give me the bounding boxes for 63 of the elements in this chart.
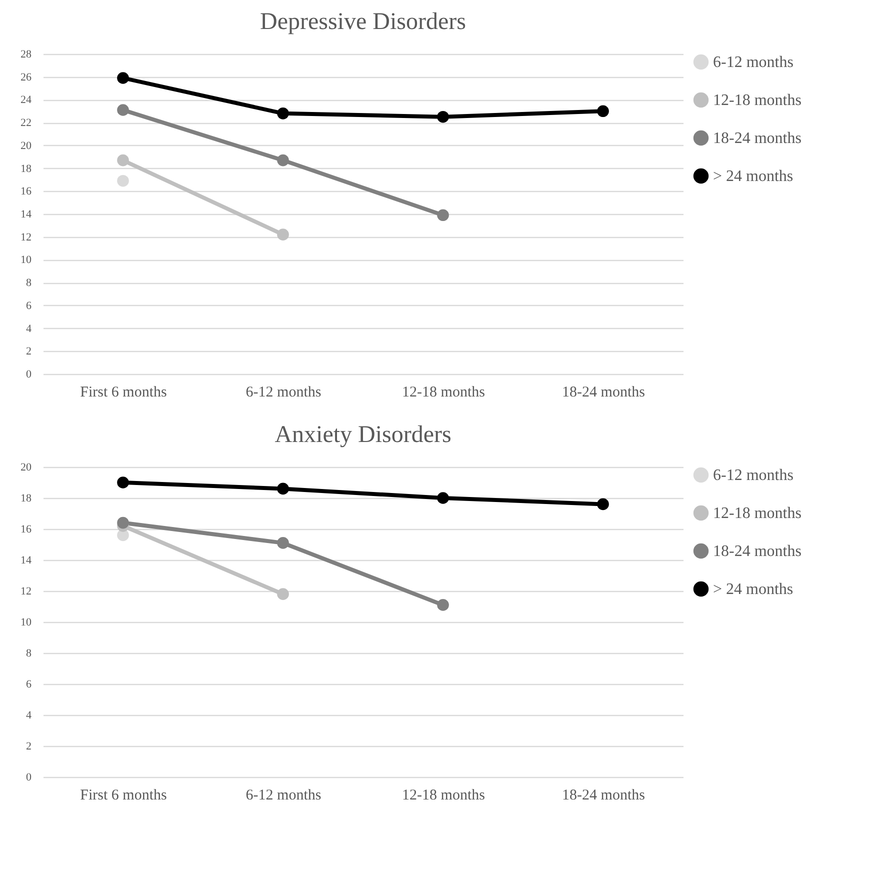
y-tick-label: 18 (20, 492, 32, 504)
point (437, 110, 449, 123)
y-tick-label: 20 (20, 462, 32, 474)
legend-label: 18-24 months (713, 130, 802, 147)
point (277, 482, 289, 495)
y-tick-label: 0 (26, 368, 32, 380)
legend-label: > 24 months (713, 581, 794, 598)
point (117, 476, 129, 488)
x-tick-label: 18-24 months (562, 788, 646, 804)
y-tick-label: 4 (26, 322, 32, 335)
point (437, 492, 449, 504)
y-tick-label: 8 (26, 277, 32, 290)
y-tick-label: 28 (20, 48, 32, 60)
point (117, 529, 129, 542)
x-tick-label: First 6 months (80, 384, 167, 400)
x-tick-label: 12-18 months (402, 384, 486, 400)
chart-title: Depressive Disorders (260, 9, 466, 35)
y-tick-label: 10 (20, 254, 32, 266)
y-tick-label: 2 (26, 346, 32, 358)
legend-label: 6-12 months (713, 54, 794, 71)
point (277, 108, 289, 120)
y-tick-label: 24 (20, 94, 32, 106)
x-tick-label: 18-24 months (562, 384, 646, 400)
point (277, 588, 289, 600)
y-tick-label: 10 (20, 616, 32, 628)
y-tick-label: 2 (26, 740, 32, 752)
point (117, 104, 129, 116)
y-tick-label: 12 (20, 586, 32, 598)
y-tick-label: 22 (20, 117, 32, 130)
y-tick-label: 16 (20, 186, 32, 198)
y-tick-label: 26 (20, 71, 32, 84)
y-tick-label: 16 (20, 524, 32, 536)
point (117, 154, 129, 166)
legend-label: 6-12 months (713, 467, 794, 484)
legend-label: 12-18 months (713, 92, 802, 109)
point (437, 599, 449, 611)
y-tick-label: 14 (20, 208, 32, 220)
point (277, 228, 289, 240)
legend-label: 18-24 months (713, 543, 802, 560)
y-tick-label: 0 (26, 772, 32, 784)
point (277, 154, 289, 166)
chart-title: Anxiety Disorders (274, 422, 452, 448)
legend-label: > 24 months (713, 168, 794, 185)
x-tick-label: 12-18 months (402, 788, 486, 804)
y-tick-label: 6 (26, 678, 32, 690)
y-tick-label: 14 (20, 554, 32, 566)
y-tick-label: 4 (26, 710, 32, 722)
point (117, 72, 129, 84)
y-tick-label: 20 (20, 140, 32, 152)
x-tick-label: First 6 months (80, 788, 167, 804)
y-tick-label: 12 (20, 231, 32, 244)
legend-label: 12-18 months (713, 505, 802, 522)
point (277, 537, 289, 549)
x-tick-label: 6-12 months (246, 788, 322, 804)
point (117, 174, 129, 187)
y-tick-label: 8 (26, 648, 32, 660)
point (597, 498, 609, 510)
y-tick-label: 6 (26, 300, 32, 312)
x-tick-label: 6-12 months (246, 384, 322, 400)
point (597, 105, 609, 118)
point (117, 516, 129, 529)
y-tick-label: 18 (20, 162, 32, 175)
point (437, 209, 449, 222)
